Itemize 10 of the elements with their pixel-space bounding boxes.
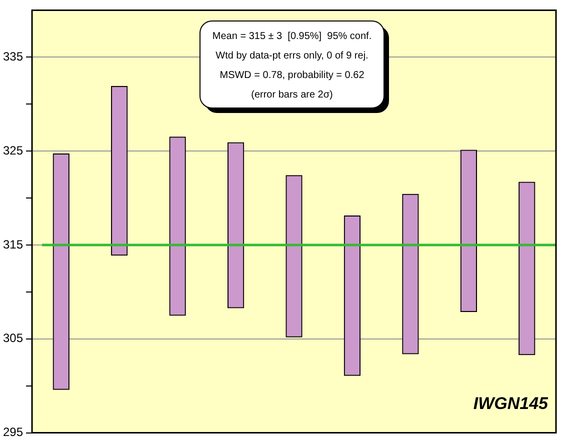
y-tick-label: 315 [2, 237, 24, 252]
annotation: Wtd by data-pt errs only, 0 of 9 rej. [216, 50, 368, 62]
annotation: MSWD = 0.78, probability = 0.62 [220, 70, 365, 81]
annotation: IWGN145 [473, 394, 549, 413]
y-tick-label: 325 [2, 143, 24, 158]
y-tick-label: 305 [2, 331, 24, 346]
annotation: Mean = 315 ± 3 [0.95%] 95% conf. [212, 30, 372, 42]
annotation: (error bars are 2σ) [251, 89, 333, 100]
y-tick-label: 335 [2, 49, 24, 64]
y-tick-label: 295 [2, 425, 24, 440]
